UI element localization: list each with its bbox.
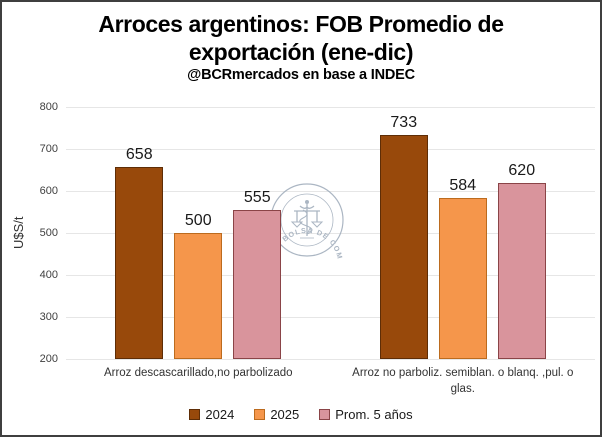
gridline: [66, 275, 595, 276]
gridline: [66, 107, 595, 108]
category-slot: 733 584 620: [331, 107, 596, 359]
legend-label: Prom. 5 años: [335, 407, 413, 422]
y-tick-label: 800: [39, 100, 58, 113]
caduceus-scales-glyph: [290, 200, 324, 239]
bar-2025: [174, 233, 223, 359]
bar-2024: [115, 166, 164, 359]
bar-with-label: 733: [379, 114, 428, 359]
gridline: [66, 317, 595, 318]
bar-value-label: 620: [508, 161, 536, 179]
bar-Prom. 5 años: [233, 209, 282, 359]
y-tick-label: 400: [39, 268, 58, 281]
y-tick-label: 300: [39, 310, 58, 323]
bar-with-label: 620: [497, 161, 546, 359]
bar-with-label: 555: [233, 188, 282, 359]
bar-value-label: 733: [390, 114, 418, 132]
x-axis-category-labels: Arroz descascarillado,no parbolizado Arro…: [66, 366, 595, 397]
bar-2024: [379, 135, 428, 359]
legend-label: 2025: [270, 407, 300, 422]
category-label: Arroz descascarillado,no parbolizado: [103, 367, 293, 379]
category-label: Arroz no parboliz. semiblan. o blanq. ,p…: [352, 367, 574, 395]
legend-swatch-icon: [189, 409, 201, 420]
y-tick-label: 200: [39, 352, 58, 365]
legend-swatch-icon: [319, 409, 331, 420]
bar-groups: 658 500 555 733 584 620: [66, 107, 595, 359]
plot-area: BOLSA DE COMERCIO DE ROSARIO 658 500 555 73…: [66, 107, 595, 360]
legend-item: Prom. 5 años: [319, 407, 413, 422]
gridline: [66, 359, 595, 360]
bar-group: 733 584 620: [379, 114, 546, 359]
gridline: [66, 149, 595, 150]
bar-value-label: 500: [184, 212, 212, 229]
legend: 2024 2025 Prom. 5 años: [2, 407, 600, 422]
bcr-seal-watermark-icon: BOLSA DE COMERCIO DE ROSARIO: [270, 183, 344, 260]
bar-Prom. 5 años: [497, 182, 546, 359]
chart-subtitle: @BCRmercados en base a INDEC: [187, 67, 415, 84]
bar-with-label: 500: [174, 212, 223, 359]
legend-item: 2024: [189, 407, 234, 422]
bar-group: 658 500 555: [115, 145, 282, 359]
bar-value-label: 584: [449, 176, 477, 194]
gridline: [66, 233, 595, 234]
gridline: [66, 191, 595, 192]
legend-label: 2024: [205, 407, 235, 422]
y-tick-label: 500: [39, 226, 58, 239]
bar-value-label: 658: [125, 145, 153, 163]
bar-with-label: 584: [438, 176, 487, 359]
bar-value-label: 555: [243, 188, 271, 206]
y-tick-label: 700: [39, 142, 58, 155]
category-slot: 658 500 555: [66, 107, 331, 359]
bar-2025: [438, 197, 487, 359]
y-tick-label: 600: [39, 184, 58, 197]
chart-title: Arroces argentinos: FOB Promedio de expo…: [98, 11, 504, 66]
bar-with-label: 658: [115, 145, 164, 359]
legend-swatch-icon: [254, 409, 266, 420]
legend-item: 2025: [254, 407, 299, 422]
